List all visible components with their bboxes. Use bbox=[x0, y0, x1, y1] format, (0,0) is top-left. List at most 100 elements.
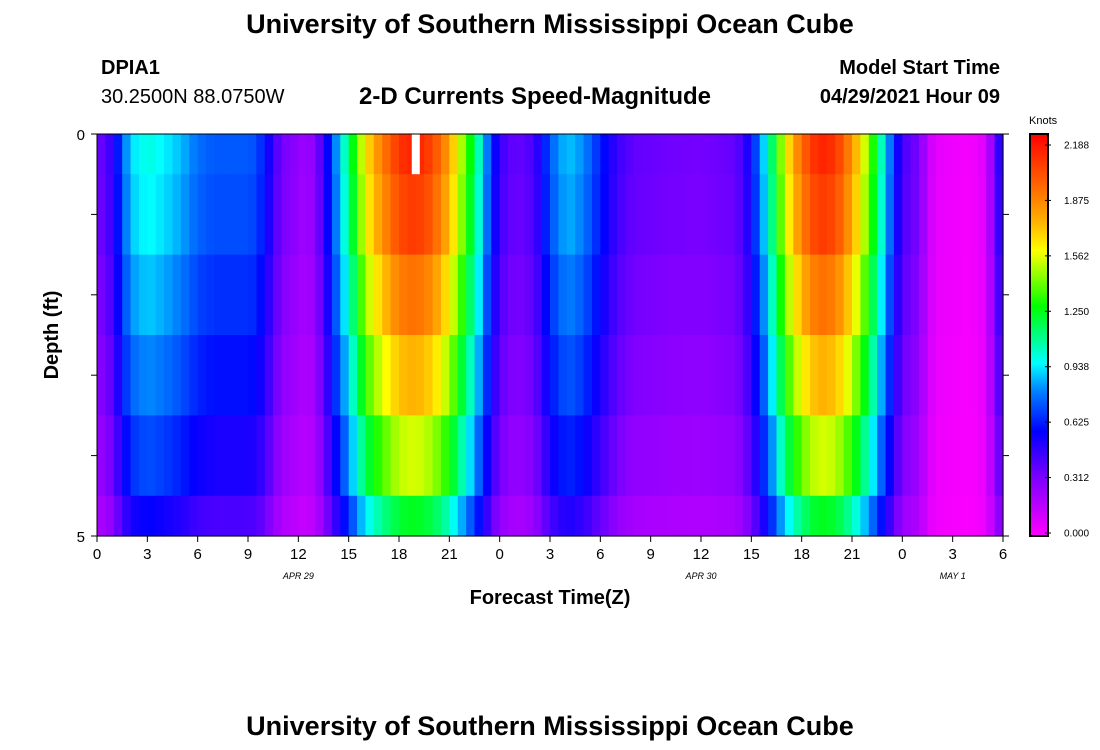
heatmap-cell bbox=[155, 495, 165, 537]
heatmap-cell bbox=[852, 335, 861, 416]
heatmap-cell bbox=[440, 495, 450, 537]
heatmap-cell bbox=[893, 335, 903, 416]
heatmap-cell bbox=[852, 415, 861, 497]
heatmap-cell bbox=[164, 495, 174, 537]
heatmap-cell bbox=[122, 174, 132, 256]
heatmap-cell bbox=[566, 335, 576, 416]
heatmap-cell bbox=[390, 415, 400, 497]
heatmap-cell bbox=[575, 335, 585, 416]
heatmap-cell bbox=[810, 335, 820, 416]
heatmap-cell bbox=[860, 134, 870, 175]
heatmap-cell bbox=[759, 335, 769, 416]
heatmap-cell bbox=[105, 495, 115, 537]
x-tick-label: 0 bbox=[898, 546, 906, 563]
heatmap-cell bbox=[759, 174, 769, 256]
heatmap-cell bbox=[952, 174, 962, 256]
heatmap-cell bbox=[734, 174, 744, 256]
heatmap-cell bbox=[97, 415, 106, 497]
heatmap-cell bbox=[113, 254, 123, 336]
heatmap-cell bbox=[684, 495, 694, 537]
heatmap-cell bbox=[239, 335, 249, 416]
heatmap-cell bbox=[902, 174, 912, 256]
heatmap-cell bbox=[264, 495, 274, 537]
heatmap-cell bbox=[994, 415, 1004, 497]
heatmap-cell bbox=[264, 254, 274, 336]
heatmap-cell bbox=[399, 174, 408, 256]
heatmap-cell bbox=[256, 415, 266, 497]
heatmap-cell bbox=[432, 254, 442, 336]
x-tick-label: 3 bbox=[143, 546, 151, 563]
heatmap-cell bbox=[776, 134, 786, 175]
heatmap-cell bbox=[751, 495, 761, 537]
heatmap-cell bbox=[273, 415, 283, 497]
heatmap-cell bbox=[407, 174, 417, 256]
heatmap-cell bbox=[206, 335, 216, 416]
heatmap-cell bbox=[801, 335, 811, 416]
heatmap-cell bbox=[768, 134, 778, 175]
heatmap-cell bbox=[768, 174, 778, 256]
heatmap-cell bbox=[650, 495, 660, 537]
heatmap-cell bbox=[835, 254, 845, 336]
heatmap-cell bbox=[893, 174, 903, 256]
heatmap-cell bbox=[298, 415, 308, 497]
heatmap-cell bbox=[726, 174, 736, 256]
heatmap-cell bbox=[910, 174, 920, 256]
model-start-label: Model Start Time bbox=[839, 57, 1000, 79]
heatmap-cell bbox=[759, 495, 769, 537]
heatmap-cell bbox=[390, 495, 400, 537]
heatmap-cell bbox=[591, 254, 601, 336]
heatmap-cell bbox=[164, 415, 174, 497]
heatmap-cell bbox=[138, 415, 148, 497]
heatmap-cell bbox=[986, 495, 996, 537]
heatmap-cell bbox=[348, 174, 358, 256]
heatmap-cell bbox=[373, 335, 383, 416]
heatmap-cell bbox=[826, 335, 836, 416]
heatmap-cell bbox=[424, 495, 434, 537]
heatmap-cell bbox=[172, 495, 182, 537]
heatmap-cell bbox=[633, 174, 643, 256]
heatmap-cell bbox=[550, 174, 559, 256]
heatmap-cell bbox=[550, 335, 559, 416]
heatmap-cell bbox=[709, 134, 719, 175]
heatmap-cell bbox=[541, 335, 551, 416]
heatmap-cell bbox=[961, 254, 971, 336]
heatmap-cell bbox=[826, 134, 836, 175]
heatmap-cell bbox=[516, 254, 526, 336]
heatmap-cell bbox=[977, 415, 987, 497]
heatmap-cell bbox=[449, 134, 459, 175]
heatmap-cell bbox=[768, 254, 778, 336]
heatmap-cell bbox=[759, 134, 769, 175]
heatmap-cell bbox=[273, 254, 283, 336]
heatmap-cell bbox=[591, 335, 601, 416]
heatmap-cell bbox=[818, 174, 828, 256]
heatmap-cell bbox=[340, 134, 350, 175]
heatmap-cell bbox=[927, 415, 937, 497]
heatmap-cell bbox=[868, 134, 878, 175]
heatmap-cell bbox=[289, 254, 299, 336]
heatmap-cell bbox=[122, 254, 132, 336]
heatmap-cell bbox=[826, 415, 836, 497]
heatmap-cell bbox=[608, 495, 618, 537]
heatmap-cell bbox=[113, 174, 123, 256]
heatmap-cell bbox=[701, 495, 710, 537]
heatmap-cell bbox=[902, 495, 912, 537]
heatmap-cell bbox=[449, 254, 459, 336]
heatmap-cell bbox=[583, 174, 593, 256]
heatmap-cell bbox=[256, 495, 266, 537]
heatmap-cell bbox=[474, 335, 484, 416]
heatmap-cell bbox=[105, 415, 115, 497]
heatmap-cell bbox=[264, 134, 274, 175]
heatmap-cell bbox=[692, 254, 702, 336]
heatmap-cell bbox=[843, 134, 853, 175]
heatmap-cell bbox=[440, 134, 450, 175]
heatmap-cell bbox=[558, 415, 568, 497]
heatmap-cells bbox=[97, 134, 1004, 537]
heatmap-cell bbox=[591, 134, 601, 175]
heatmap-cell bbox=[491, 335, 501, 416]
heatmap-cell bbox=[751, 134, 761, 175]
date-label: MAY 1 bbox=[940, 571, 966, 581]
heatmap-cell bbox=[524, 254, 534, 336]
heatmap-cell bbox=[709, 415, 719, 497]
heatmap-cell bbox=[784, 415, 794, 497]
heatmap-cell bbox=[189, 495, 199, 537]
